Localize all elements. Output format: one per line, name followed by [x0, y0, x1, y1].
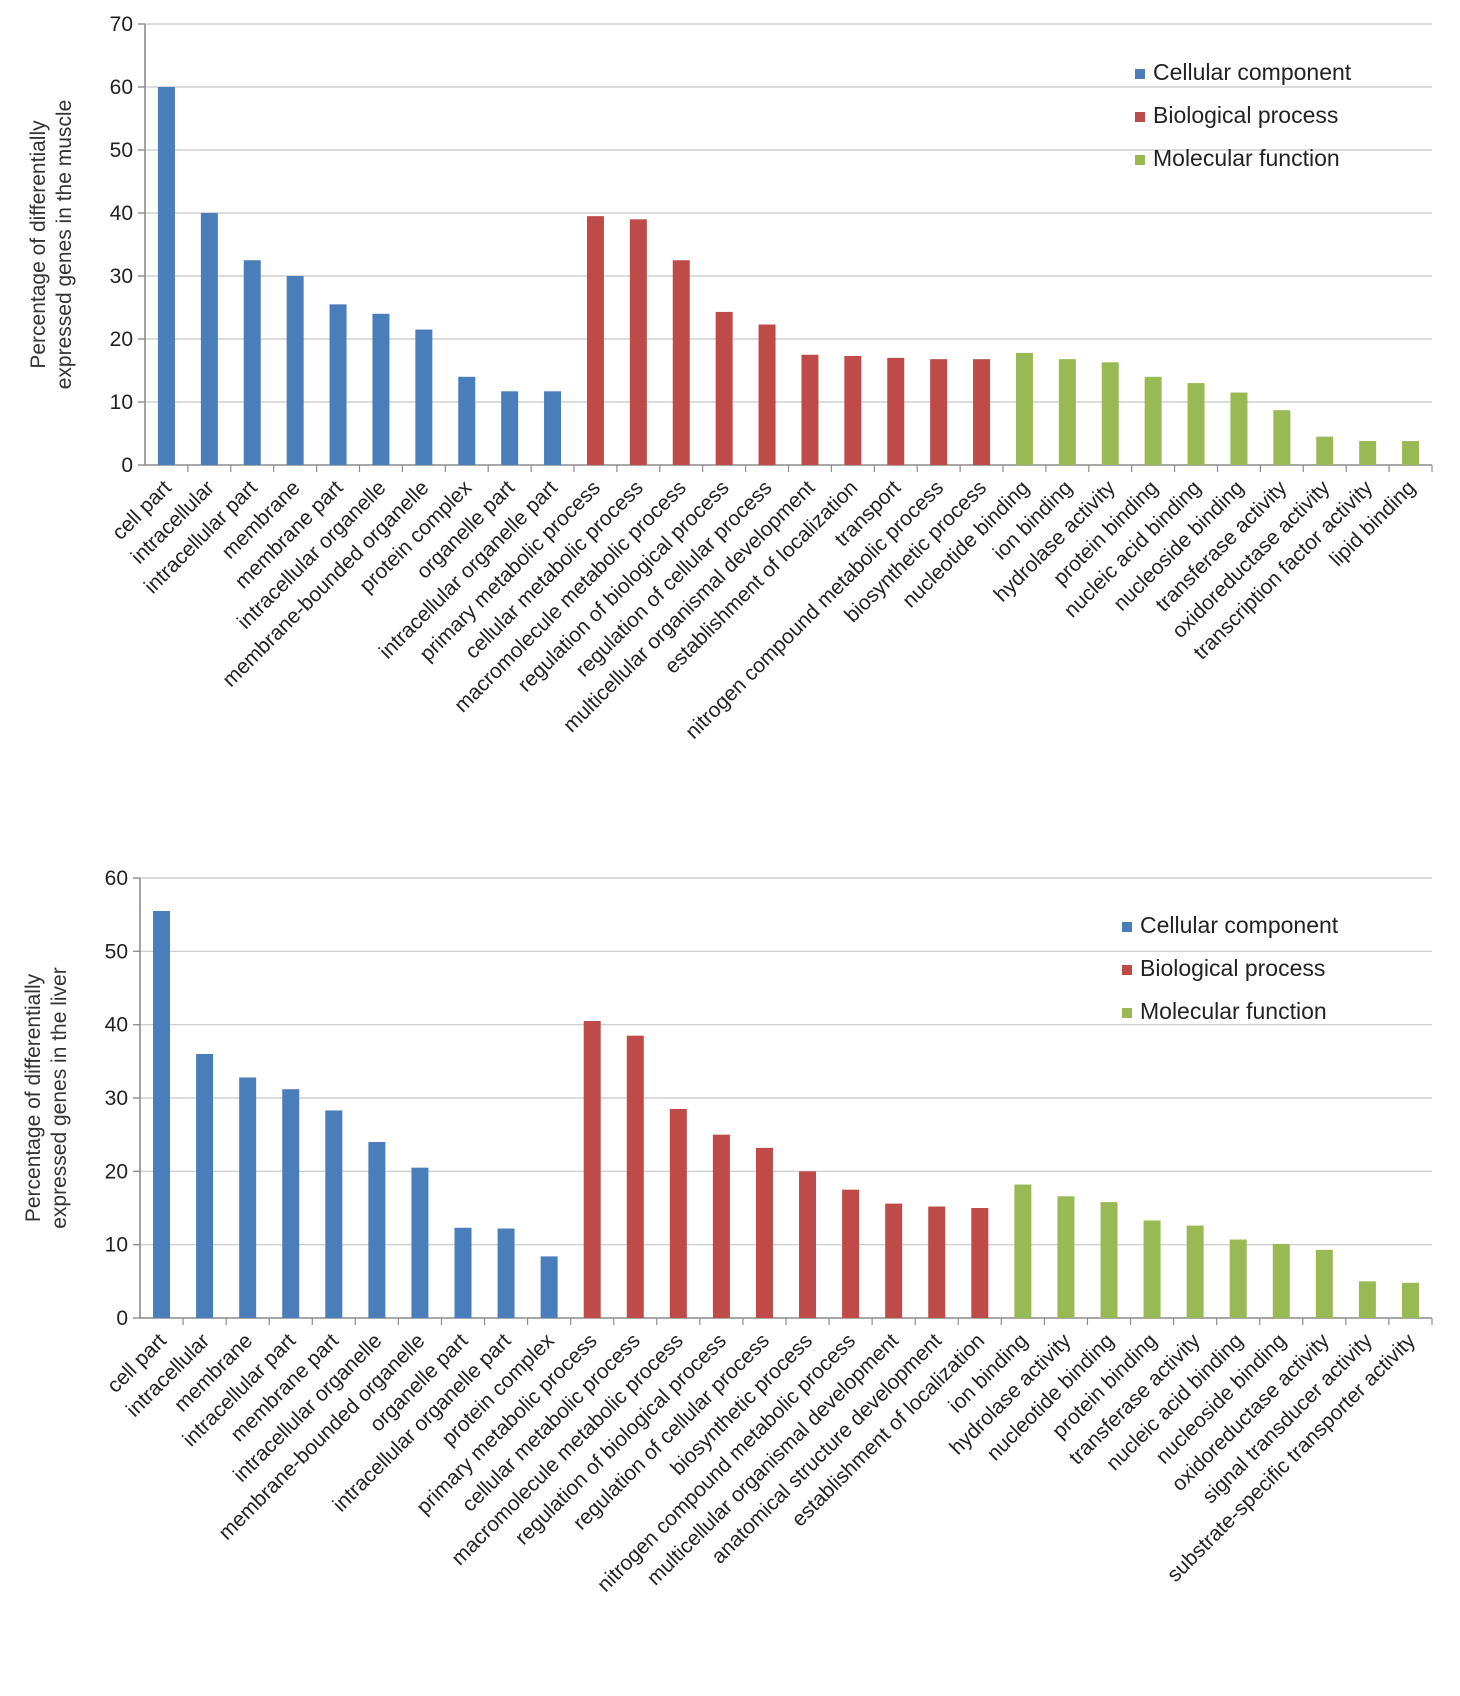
y-tick-label: 10 [110, 391, 133, 414]
bar-nucleoside-binding [1230, 392, 1248, 465]
bar-cell-part [157, 87, 175, 465]
y-tick-label: 10 [105, 1234, 128, 1257]
legend-label: Molecular function [1153, 145, 1340, 171]
bar-transferase-activity [1186, 1225, 1204, 1318]
bar-intracellular-organelle-part [497, 1228, 515, 1318]
y-tick-label: 50 [105, 940, 128, 963]
bar-ion-binding [1058, 359, 1076, 465]
bar-hydrolase-activity [1101, 362, 1119, 465]
y-tick-label: 20 [105, 1160, 128, 1183]
bar-macromolecule-metabolic-process [672, 260, 690, 465]
muscle-chart: 0 10 20 30 40 50 60 70 Percentage of differentia… [27, 13, 1433, 743]
legend-swatch-molecular [1135, 155, 1145, 165]
y-tick-label: 50 [110, 139, 133, 162]
y-axis-title-line: expressed genes in the liver [48, 967, 71, 1229]
bar-primary-metabolic-process [586, 216, 604, 465]
bar-transcription-factor-activity [1359, 441, 1377, 465]
bar-intracellular-organelle [368, 1142, 386, 1318]
bar-intracellular-organelle [372, 313, 390, 465]
bar-regulation-of-cellular-process [755, 1147, 773, 1318]
y-axis-title-line: expressed genes in the muscle [53, 100, 76, 390]
bar-nucleic-acid-binding [1187, 383, 1205, 465]
y-tick-label: 60 [105, 867, 128, 890]
bar-multicellular-organismal-development [885, 1203, 903, 1318]
bar-organelle-part [501, 391, 519, 465]
bar-multicellular-organismal-development [801, 354, 819, 465]
bar-oxidoreductase-activity [1315, 1249, 1333, 1318]
bar-intracellular-part [282, 1089, 300, 1318]
bar-protein-complex [540, 1256, 558, 1318]
y-tick-label: 20 [110, 328, 133, 351]
legend-swatch-cellular [1122, 922, 1132, 932]
legend-label: Biological process [1153, 102, 1338, 128]
bar-membrane-bounded-organelle [411, 1167, 429, 1318]
bar-oxidoreductase-activity [1316, 436, 1334, 465]
bar-ion-binding [1014, 1184, 1032, 1318]
bar-protein-binding [1144, 376, 1162, 465]
bar-primary-metabolic-process [583, 1021, 601, 1318]
bar-macromolecule-metabolic-process [669, 1109, 687, 1318]
y-tick-label: 0 [116, 1307, 128, 1330]
bar-nucleoside-binding [1272, 1243, 1290, 1318]
legend-swatch-biological [1135, 112, 1145, 122]
bar-biosynthetic-process [973, 359, 991, 465]
bar-membrane [286, 276, 304, 465]
bar-signal-transducer-activity [1358, 1281, 1376, 1318]
bar-nucleotide-binding [1100, 1202, 1118, 1318]
bar-membrane-part [325, 1110, 343, 1318]
bar-cell-part [153, 911, 171, 1318]
bar-hydrolase-activity [1057, 1196, 1075, 1318]
bar-organelle-part [454, 1227, 472, 1318]
y-axis-title-line: Percentage of differentially [22, 973, 45, 1222]
y-tick-label: 0 [121, 454, 133, 477]
bar-establishment-of-localization [844, 356, 862, 465]
bar-transferase-activity [1273, 410, 1291, 465]
bar-intracellular [196, 1054, 214, 1318]
bar-nitrogen-compound-metabolic-process [842, 1189, 860, 1318]
y-tick-label: 60 [110, 76, 133, 99]
bar-membrane-part [329, 304, 347, 465]
y-axis-title-line: Percentage of differentially [27, 120, 50, 369]
bar-intracellular-part [243, 260, 261, 465]
bar-membrane-bounded-organelle [415, 329, 433, 465]
bar-cellular-metabolic-process [629, 219, 647, 465]
bar-protein-binding [1143, 1220, 1161, 1318]
bar-regulation-of-biological-process [712, 1134, 730, 1318]
liver-chart: 0 10 20 30 40 50 60 Percentage of differentiall… [22, 867, 1433, 1596]
bar-intracellular-organelle-part [544, 391, 562, 465]
y-tick-label: 30 [110, 265, 133, 288]
bar-lipid-binding [1402, 441, 1420, 465]
y-tick-label: 40 [105, 1014, 128, 1037]
bar-establishment-of-localization [971, 1208, 989, 1318]
bar-protein-complex [458, 376, 476, 465]
bar-anatomical-structure-development [928, 1206, 946, 1318]
bar-nucleotide-binding [1015, 352, 1033, 465]
bar-transport [887, 357, 905, 465]
legend-swatch-biological [1122, 965, 1132, 975]
bar-intracellular [200, 213, 218, 465]
bar-regulation-of-biological-process [715, 311, 733, 465]
bar-biosynthetic-process [799, 1171, 817, 1318]
bar-substrate-specific-transporter-activity [1401, 1282, 1419, 1318]
y-tick-label: 30 [105, 1087, 128, 1110]
legend-label: Cellular component [1153, 59, 1352, 85]
y-tick-label: 40 [110, 202, 133, 225]
y-tick-label: 70 [110, 13, 133, 36]
legend-swatch-molecular [1122, 1008, 1132, 1018]
bar-cellular-metabolic-process [626, 1035, 644, 1318]
legend-label: Cellular component [1140, 912, 1339, 938]
bar-nucleic-acid-binding [1229, 1239, 1247, 1318]
legend-swatch-cellular [1135, 69, 1145, 79]
bar-membrane [239, 1077, 257, 1318]
legend-label: Biological process [1140, 955, 1325, 981]
legend-label: Molecular function [1140, 998, 1327, 1024]
bar-nitrogen-compound-metabolic-process [930, 359, 948, 465]
bar-regulation-of-cellular-process [758, 324, 776, 465]
